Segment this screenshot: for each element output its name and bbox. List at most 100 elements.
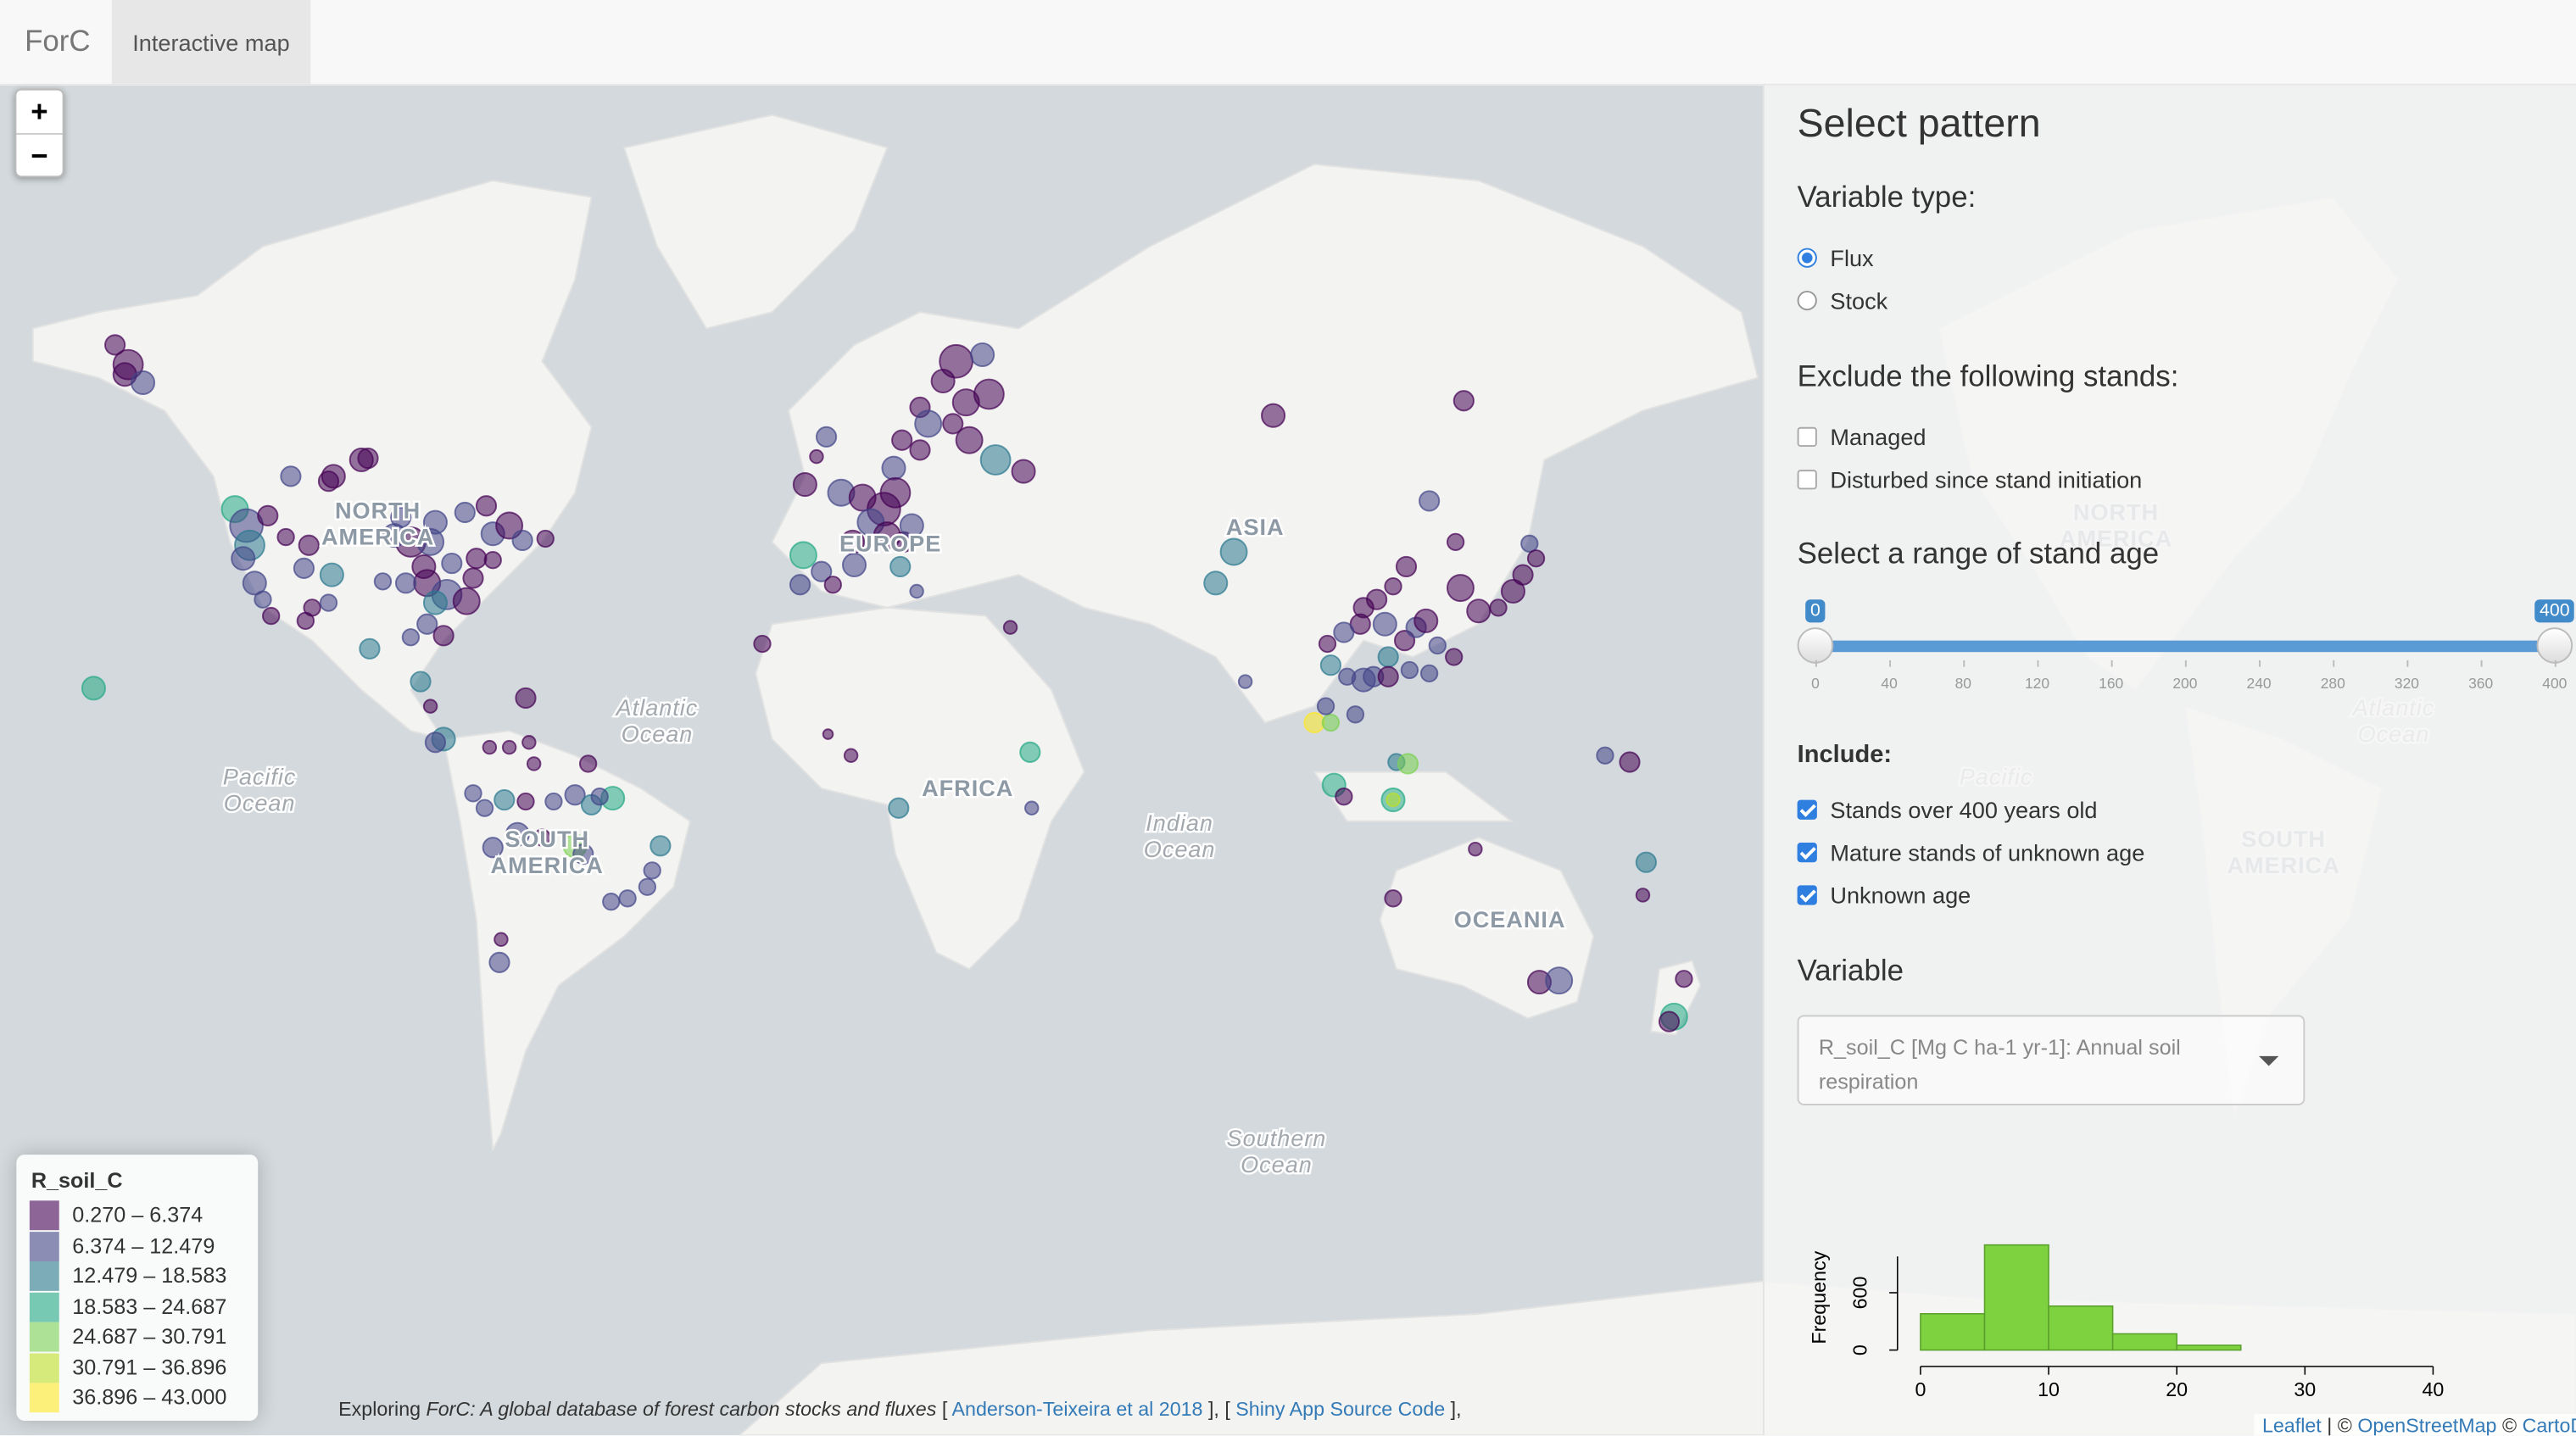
attribution-link[interactable]: CartoDB: [2522, 1414, 2576, 1436]
x-tick-label: 40: [2422, 1378, 2444, 1400]
slider-tick: [2110, 660, 2113, 667]
legend-label: 36.896 – 43.000: [72, 1384, 227, 1410]
legend: R_soil_C 0.270 – 6.374 6.374 – 12.479 12.4…: [16, 1155, 259, 1421]
site-marker: [254, 590, 272, 609]
legend-label: 24.687 – 30.791: [72, 1323, 227, 1349]
section-label: Select a range of stand age: [1797, 537, 2160, 571]
map-label: OCEANIA: [1454, 906, 1566, 932]
checkbox[interactable]: [1797, 885, 1817, 905]
slider-tick-label: 360: [2468, 675, 2494, 692]
slider-tick: [2259, 660, 2261, 667]
site-marker: [951, 388, 980, 417]
site-marker: [942, 413, 964, 435]
radio-option[interactable]: Stock: [1797, 287, 1887, 314]
site-marker: [1619, 751, 1641, 773]
radio[interactable]: [1797, 248, 1817, 268]
sidebar: [1762, 85, 2576, 1436]
slider-tick-label: 200: [2172, 675, 2198, 692]
greenland: [622, 114, 889, 330]
south-america: [442, 730, 691, 1153]
histogram-bar: [2176, 1344, 2242, 1351]
site-marker: [521, 735, 537, 750]
slider-bar: [1815, 640, 2555, 653]
site-marker: [1384, 577, 1402, 596]
map-label: ASIA: [1226, 514, 1285, 540]
site-marker: [1413, 608, 1439, 633]
attribution-link[interactable]: Leaflet: [2261, 1414, 2322, 1436]
site-marker: [930, 368, 956, 394]
site-marker: [280, 465, 302, 487]
zoom-out[interactable]: −: [16, 132, 63, 177]
map-label: AFRICA: [922, 775, 1013, 801]
site-marker: [1372, 611, 1397, 637]
site-marker: [432, 625, 454, 647]
slider-tick: [2184, 660, 2187, 667]
checkbox-option[interactable]: Unknown age: [1797, 882, 1971, 908]
y-tick-label: 0: [1848, 1344, 1871, 1355]
slider-handle[interactable]: [2536, 627, 2573, 664]
site-marker: [242, 571, 267, 596]
checkbox[interactable]: [1797, 842, 1817, 863]
zoom-control: + −: [14, 88, 64, 178]
option-label: Mature stands of unknown age: [1830, 839, 2145, 866]
site-marker: [1635, 888, 1651, 903]
slider-tick-label: 120: [2024, 675, 2050, 692]
caption-link[interactable]: Anderson-Teixeira et al 2018: [951, 1397, 1203, 1421]
histogram-bar: [2111, 1333, 2177, 1351]
site-marker: [1386, 792, 1401, 808]
site-marker: [515, 687, 537, 710]
site-marker: [578, 754, 598, 773]
legend-swatch: [29, 1352, 59, 1383]
attribution-link[interactable]: OpenStreetMap: [2357, 1414, 2497, 1436]
option-label: Disturbed since stand initiation: [1830, 466, 2143, 493]
site-marker: [650, 835, 672, 857]
legend-label: 12.479 – 18.583: [72, 1262, 227, 1288]
section-label: Exclude the following stands:: [1797, 359, 2179, 393]
site-marker: [1520, 534, 1539, 553]
legend-swatch: [29, 1261, 59, 1291]
site-marker: [1346, 705, 1365, 724]
caption: Exploring ForC: A global database of for…: [338, 1398, 1461, 1421]
site-markers: [81, 334, 1693, 1032]
site-marker: [899, 513, 924, 538]
radio[interactable]: [1797, 290, 1817, 311]
site-marker: [416, 613, 438, 635]
legend-label: 6.374 – 12.479: [72, 1233, 215, 1258]
section-label: Variable type:: [1797, 181, 1977, 214]
site-marker: [1419, 490, 1441, 512]
site-marker: [1466, 598, 1492, 624]
legend-swatch: [29, 1383, 59, 1413]
checkbox[interactable]: [1797, 470, 1817, 490]
caption-text: [: [941, 1397, 948, 1421]
site-marker: [1428, 636, 1447, 655]
map-label: Ocean: [1144, 836, 1216, 862]
nav-tab[interactable]: Interactive map: [111, 0, 311, 84]
checkbox[interactable]: [1797, 426, 1817, 447]
map-label: Ocean: [224, 790, 296, 816]
slider-value: 0: [1805, 599, 1826, 623]
checkbox[interactable]: [1797, 799, 1817, 820]
option-label: Managed: [1830, 423, 1926, 450]
variable-select[interactable]: R_soil_C [Mg C ha-1 yr-1]: Annual soil r…: [1797, 1015, 2306, 1105]
site-marker: [466, 548, 488, 570]
site-marker: [422, 699, 438, 714]
radio-option[interactable]: Flux: [1797, 245, 1874, 271]
caption-text: ],: [1450, 1397, 1462, 1421]
checkbox-option[interactable]: Mature stands of unknown age: [1797, 839, 2145, 866]
site-marker: [293, 557, 315, 579]
checkbox-option[interactable]: Managed: [1797, 423, 1926, 450]
zoom-in[interactable]: +: [31, 95, 48, 129]
checkbox-option[interactable]: Stands over 400 years old: [1797, 797, 2098, 823]
site-marker: [815, 426, 838, 448]
brand[interactable]: ForC: [25, 25, 91, 58]
site-marker: [1024, 800, 1040, 815]
checkbox-option[interactable]: Disturbed since stand initiation: [1797, 466, 2143, 493]
slider-handle[interactable]: [1797, 627, 1834, 664]
caption-link[interactable]: Shiny App Source Code: [1235, 1397, 1446, 1421]
site-marker: [454, 501, 476, 524]
map-label: EUROPE: [839, 530, 941, 556]
site-marker: [382, 523, 407, 548]
map-label: Southern: [1227, 1125, 1327, 1151]
map-label: Pacific: [223, 764, 297, 790]
